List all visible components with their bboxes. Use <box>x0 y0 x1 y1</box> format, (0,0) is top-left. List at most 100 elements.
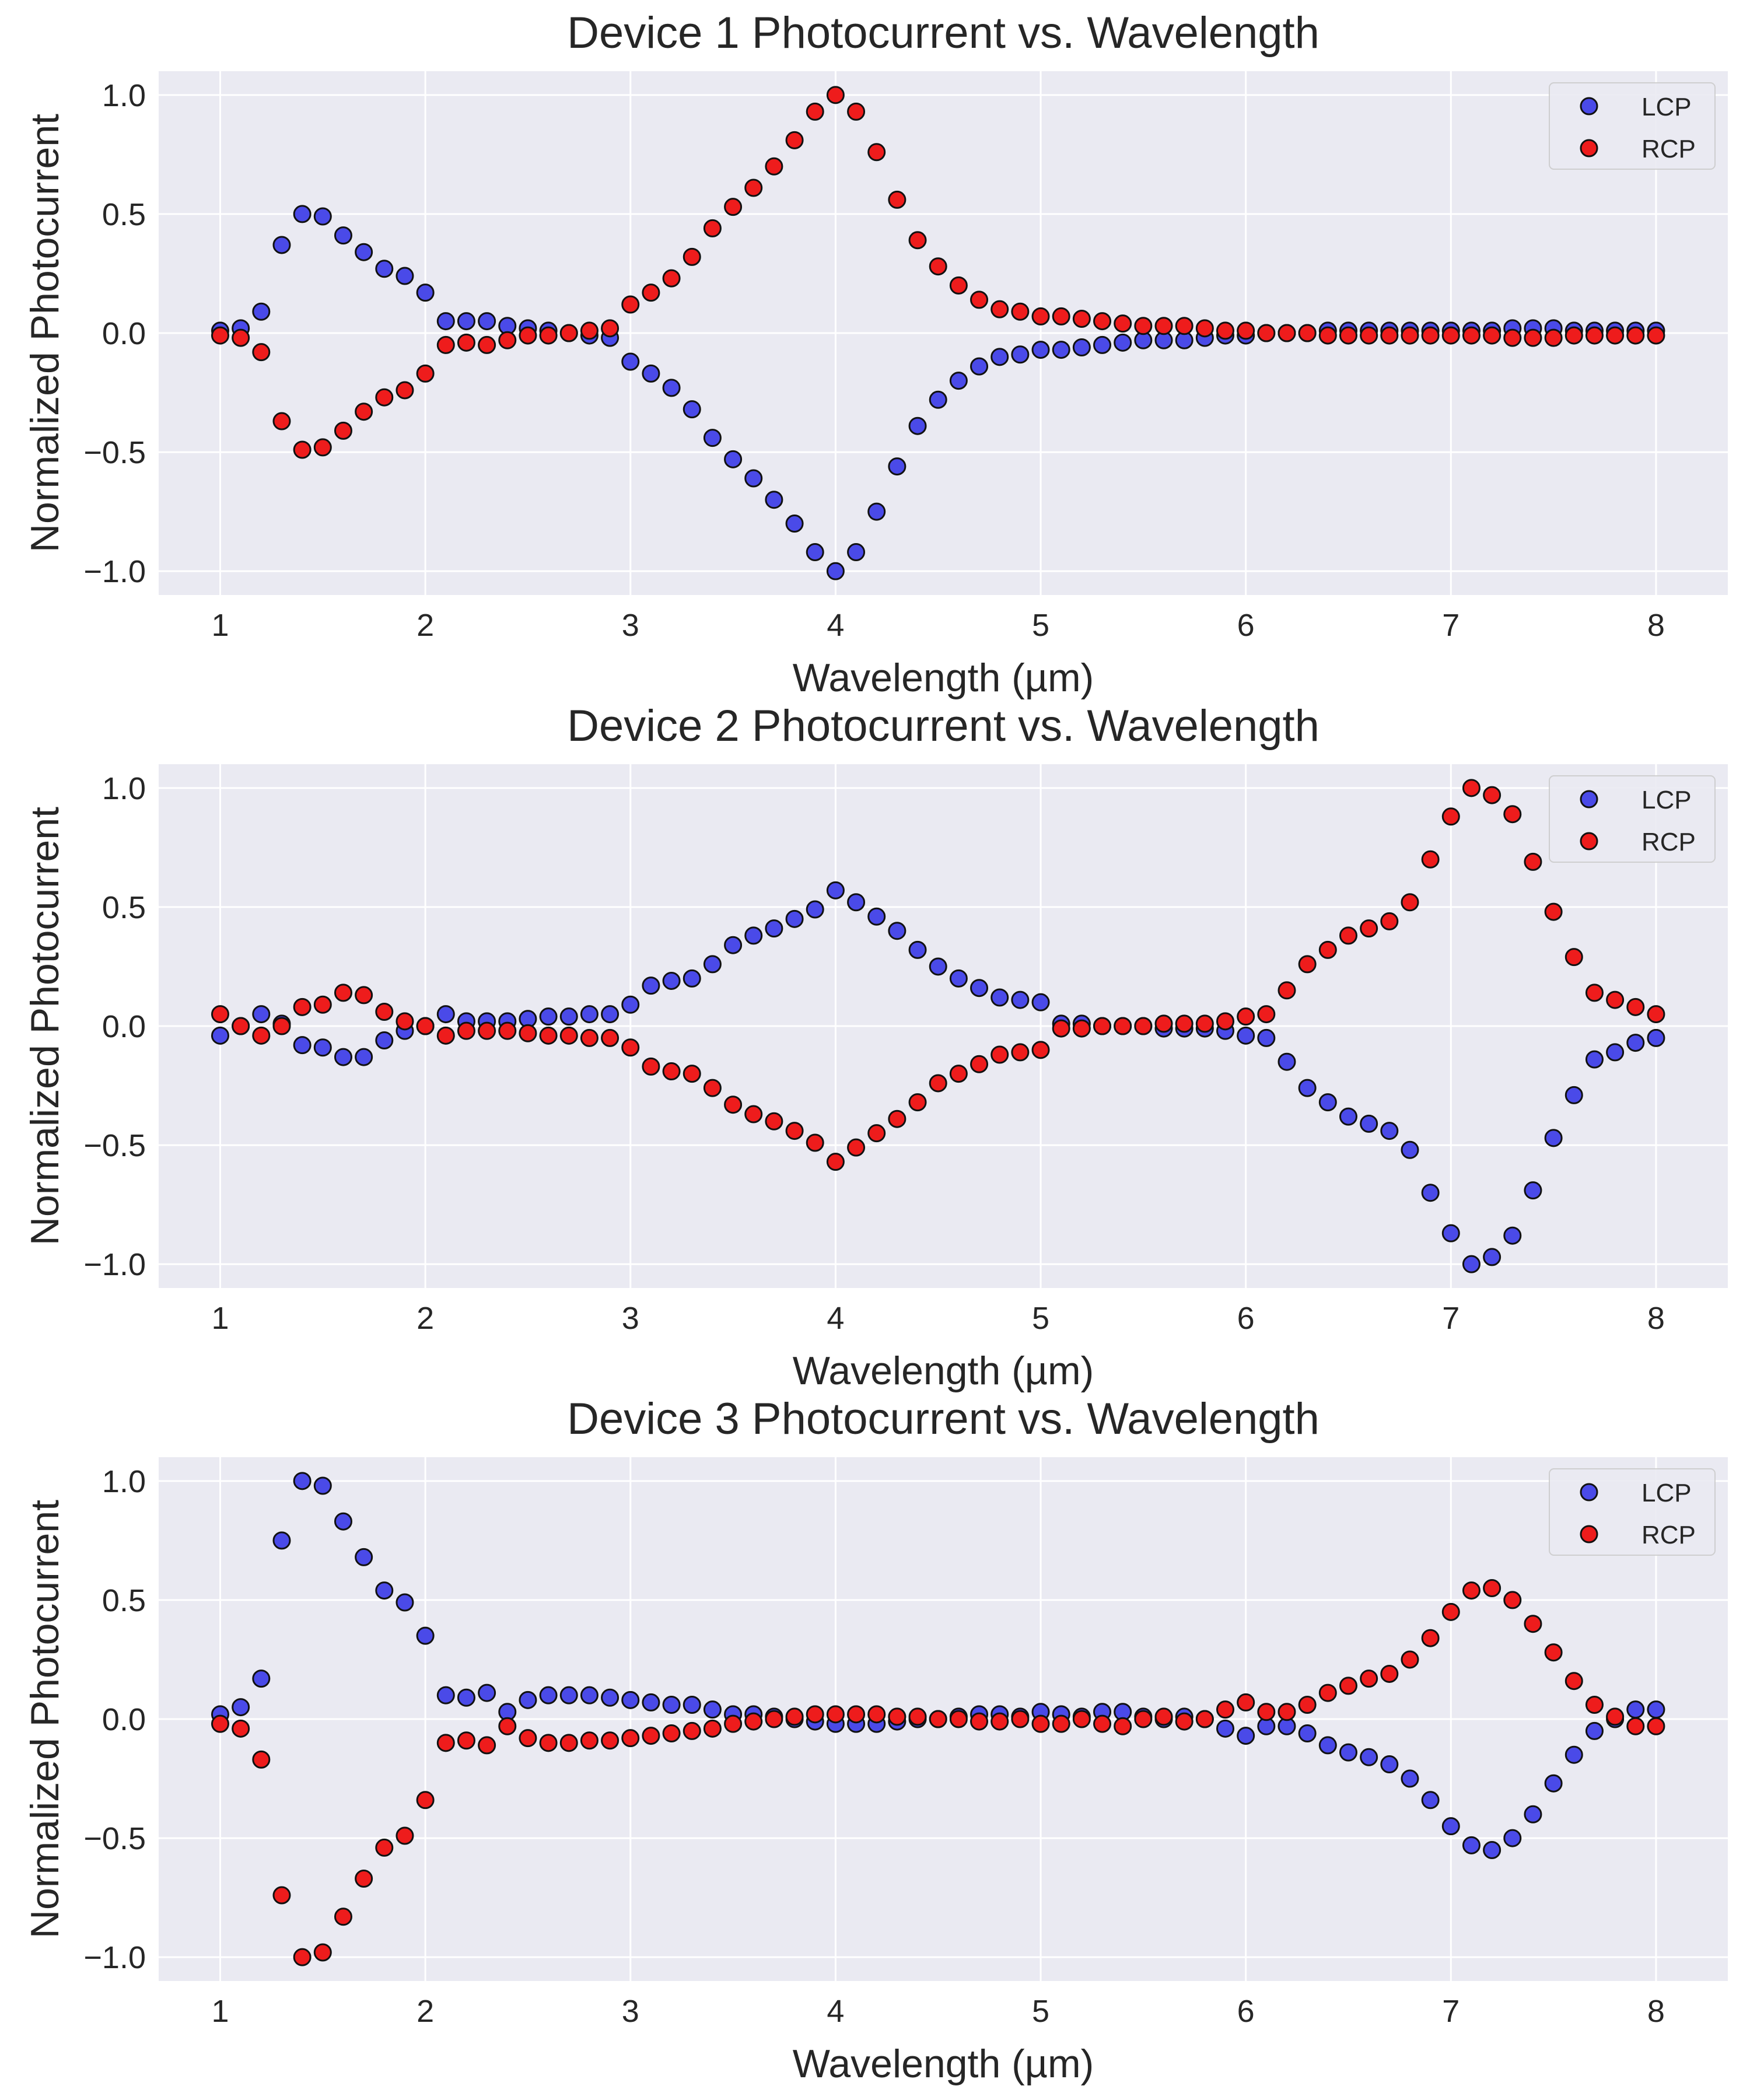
data-point <box>1237 1693 1255 1712</box>
data-point <box>313 438 332 457</box>
data-point <box>334 1512 352 1531</box>
y-tick-label: 0.5 <box>102 1583 146 1618</box>
data-point <box>1360 919 1378 938</box>
data-point <box>1257 1005 1276 1024</box>
y-tick-label: −0.5 <box>83 1128 146 1163</box>
data-point <box>1237 1727 1255 1745</box>
x-tick-label: 1 <box>211 1301 229 1336</box>
data-point <box>1524 1615 1542 1633</box>
data-point <box>252 1750 271 1769</box>
data-point <box>252 1005 271 1024</box>
x-axis-label: Wavelength (µm) <box>793 1349 1094 1393</box>
data-point <box>806 1133 824 1152</box>
x-tick-label: 3 <box>622 1301 639 1336</box>
data-point <box>232 1017 250 1035</box>
data-point <box>908 1707 927 1726</box>
data-point <box>642 1693 660 1712</box>
data-point <box>991 1712 1009 1731</box>
data-point <box>1072 338 1091 356</box>
data-point <box>539 1686 558 1704</box>
data-point <box>642 364 660 383</box>
data-point <box>662 971 681 990</box>
data-point <box>826 1153 845 1171</box>
data-point <box>1360 326 1378 345</box>
data-point <box>1564 1745 1583 1764</box>
data-point <box>1401 1769 1419 1788</box>
data-point <box>785 131 804 149</box>
data-point <box>847 543 866 562</box>
data-point <box>724 1096 743 1114</box>
data-point <box>1401 893 1419 912</box>
legend-label-lcp: LCP <box>1642 1479 1692 1507</box>
data-point <box>888 1707 907 1726</box>
data-point <box>908 416 927 435</box>
data-point <box>559 1026 578 1045</box>
data-point <box>929 957 947 976</box>
data-point <box>1421 326 1440 345</box>
data-point <box>1380 912 1399 930</box>
legend: LCP RCP <box>1549 775 1716 863</box>
data-point <box>313 1943 332 1962</box>
data-point <box>703 955 722 974</box>
data-point <box>1483 326 1502 345</box>
data-point <box>1462 1581 1480 1600</box>
data-point <box>929 257 947 276</box>
data-point <box>785 1122 804 1140</box>
data-point <box>293 440 312 459</box>
chart-3: 1 2 3 4 5 6 7 8 −1.0 −0.5 0.0 0.5 1.0 Device 3 Photoc… <box>23 1394 1728 2086</box>
data-point <box>1483 786 1502 804</box>
data-point <box>559 324 578 342</box>
data-point <box>682 1065 701 1083</box>
data-point <box>478 1021 496 1040</box>
data-point <box>1154 317 1173 335</box>
data-point <box>313 1038 332 1057</box>
data-point <box>498 1021 517 1040</box>
legend-label-rcp: RCP <box>1642 135 1696 163</box>
chart-title: Device 2 Photocurrent vs. Wavelength <box>567 701 1320 751</box>
data-point <box>949 969 968 988</box>
data-point <box>211 1005 229 1024</box>
y-tick-label: 0.5 <box>102 890 146 925</box>
data-point <box>888 457 907 476</box>
data-point <box>908 1093 927 1112</box>
data-point <box>1564 1086 1583 1104</box>
data-point <box>519 1024 537 1042</box>
x-tick-label: 2 <box>416 608 434 643</box>
data-point <box>1339 926 1357 945</box>
data-point <box>1626 1034 1645 1052</box>
data-point <box>621 995 640 1014</box>
y-axis-label: Normalized Photocurrent <box>23 1500 67 1938</box>
data-point <box>355 986 373 1005</box>
data-point <box>621 352 640 371</box>
data-point <box>1318 326 1337 345</box>
data-point <box>1380 326 1399 345</box>
data-point <box>498 1717 517 1735</box>
data-point <box>970 290 989 309</box>
data-point <box>457 1688 475 1707</box>
data-point <box>744 178 763 197</box>
data-point <box>867 1124 886 1143</box>
data-point <box>436 1005 455 1024</box>
data-point <box>1503 805 1522 824</box>
data-point <box>621 1729 640 1748</box>
data-point <box>621 1690 640 1709</box>
x-axis-label: Wavelength (µm) <box>793 656 1094 700</box>
data-point <box>313 207 332 226</box>
data-point <box>1195 1710 1214 1728</box>
data-point <box>806 102 824 121</box>
data-point <box>211 326 229 345</box>
data-point <box>1216 321 1234 340</box>
data-point <box>436 312 455 331</box>
data-point <box>272 1017 291 1035</box>
data-point <box>375 260 394 278</box>
data-point <box>1154 1707 1173 1726</box>
data-point <box>375 1838 394 1857</box>
data-point <box>1011 991 1030 1009</box>
data-point <box>375 1031 394 1049</box>
data-point <box>744 469 763 488</box>
data-point <box>991 988 1009 1007</box>
data-point <box>744 926 763 945</box>
data-point <box>1421 1184 1440 1202</box>
data-point <box>1564 1672 1583 1690</box>
data-point <box>1339 1743 1357 1762</box>
